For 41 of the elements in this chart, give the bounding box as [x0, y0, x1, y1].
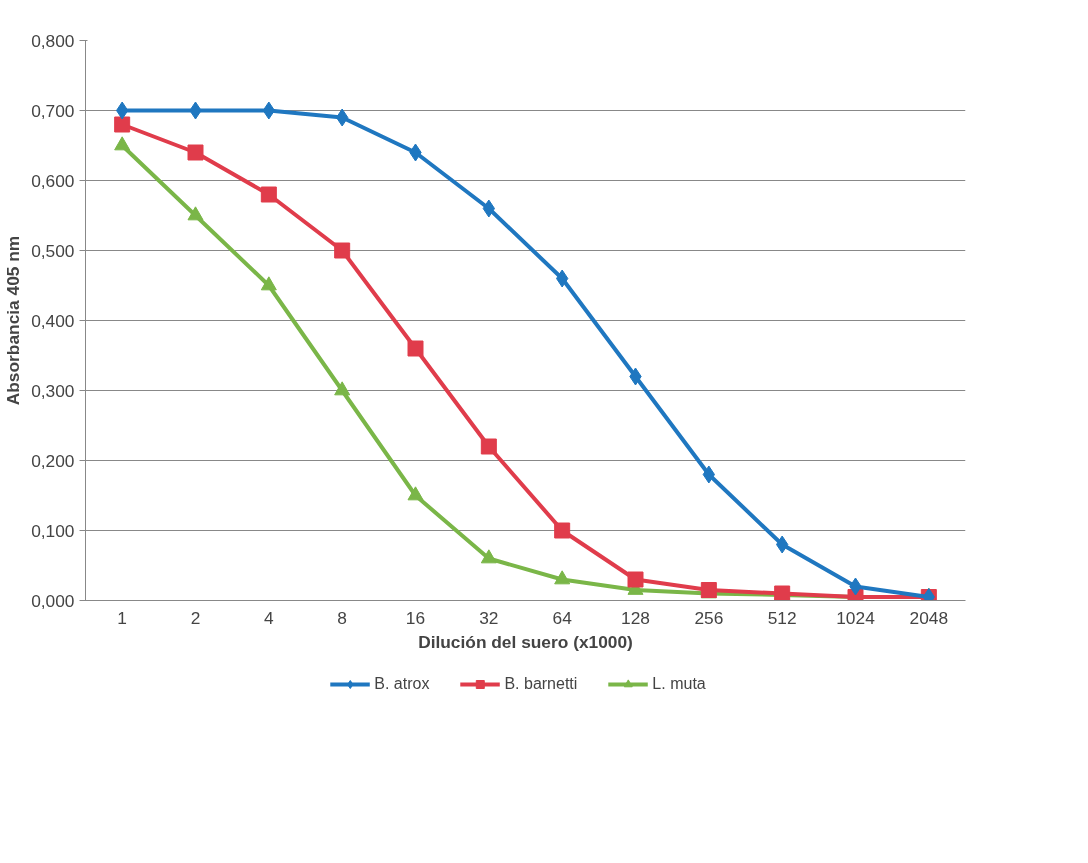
point	[554, 570, 571, 585]
y-tick-label: 0,800	[31, 30, 75, 51]
x-tick-label: 16	[405, 607, 426, 628]
point	[187, 144, 204, 161]
point	[407, 486, 424, 501]
x-tick-label: 256	[694, 607, 724, 628]
x-tick-label: 128	[621, 607, 650, 628]
y-tick-label: 0,400	[31, 310, 75, 331]
x-tick-label: 2048	[909, 607, 949, 628]
x-tick-label: 32	[479, 607, 499, 628]
y-tick-label: 0,500	[31, 240, 75, 261]
point	[480, 438, 497, 455]
point	[334, 381, 351, 396]
x-tick-label: 1024	[836, 607, 876, 628]
point	[554, 522, 571, 539]
y-tick-label: 0,300	[31, 380, 75, 401]
y-tick-label: 0,600	[31, 170, 75, 191]
y-tick-label: 0,100	[31, 520, 75, 541]
point	[627, 571, 644, 588]
y-tick-label: 0,200	[31, 450, 75, 471]
x-tick-label: 1	[117, 607, 127, 628]
legend-label: B. atrox	[374, 675, 430, 693]
point	[187, 206, 204, 221]
legend-label: B. barnetti	[504, 675, 578, 693]
x-tick-label: 4	[264, 607, 275, 628]
point	[480, 549, 497, 564]
x-tick-label: 2	[190, 607, 201, 628]
point	[334, 242, 351, 259]
x-tick-label: 64	[552, 607, 573, 628]
point	[260, 276, 277, 291]
x-axis-title: Dilución del suero (x1000)	[418, 631, 633, 652]
point	[114, 116, 131, 133]
y-axis-title: Absorbancia 405 nm	[3, 235, 24, 406]
point	[260, 186, 277, 203]
y-tick-label: 0,700	[31, 100, 75, 121]
point	[114, 136, 131, 151]
y-tick-label: 0,000	[31, 590, 75, 611]
legend-label: L. muta	[652, 675, 706, 693]
x-tick-label: 512	[767, 607, 797, 628]
point	[407, 340, 424, 357]
x-tick-label: 8	[337, 607, 347, 628]
